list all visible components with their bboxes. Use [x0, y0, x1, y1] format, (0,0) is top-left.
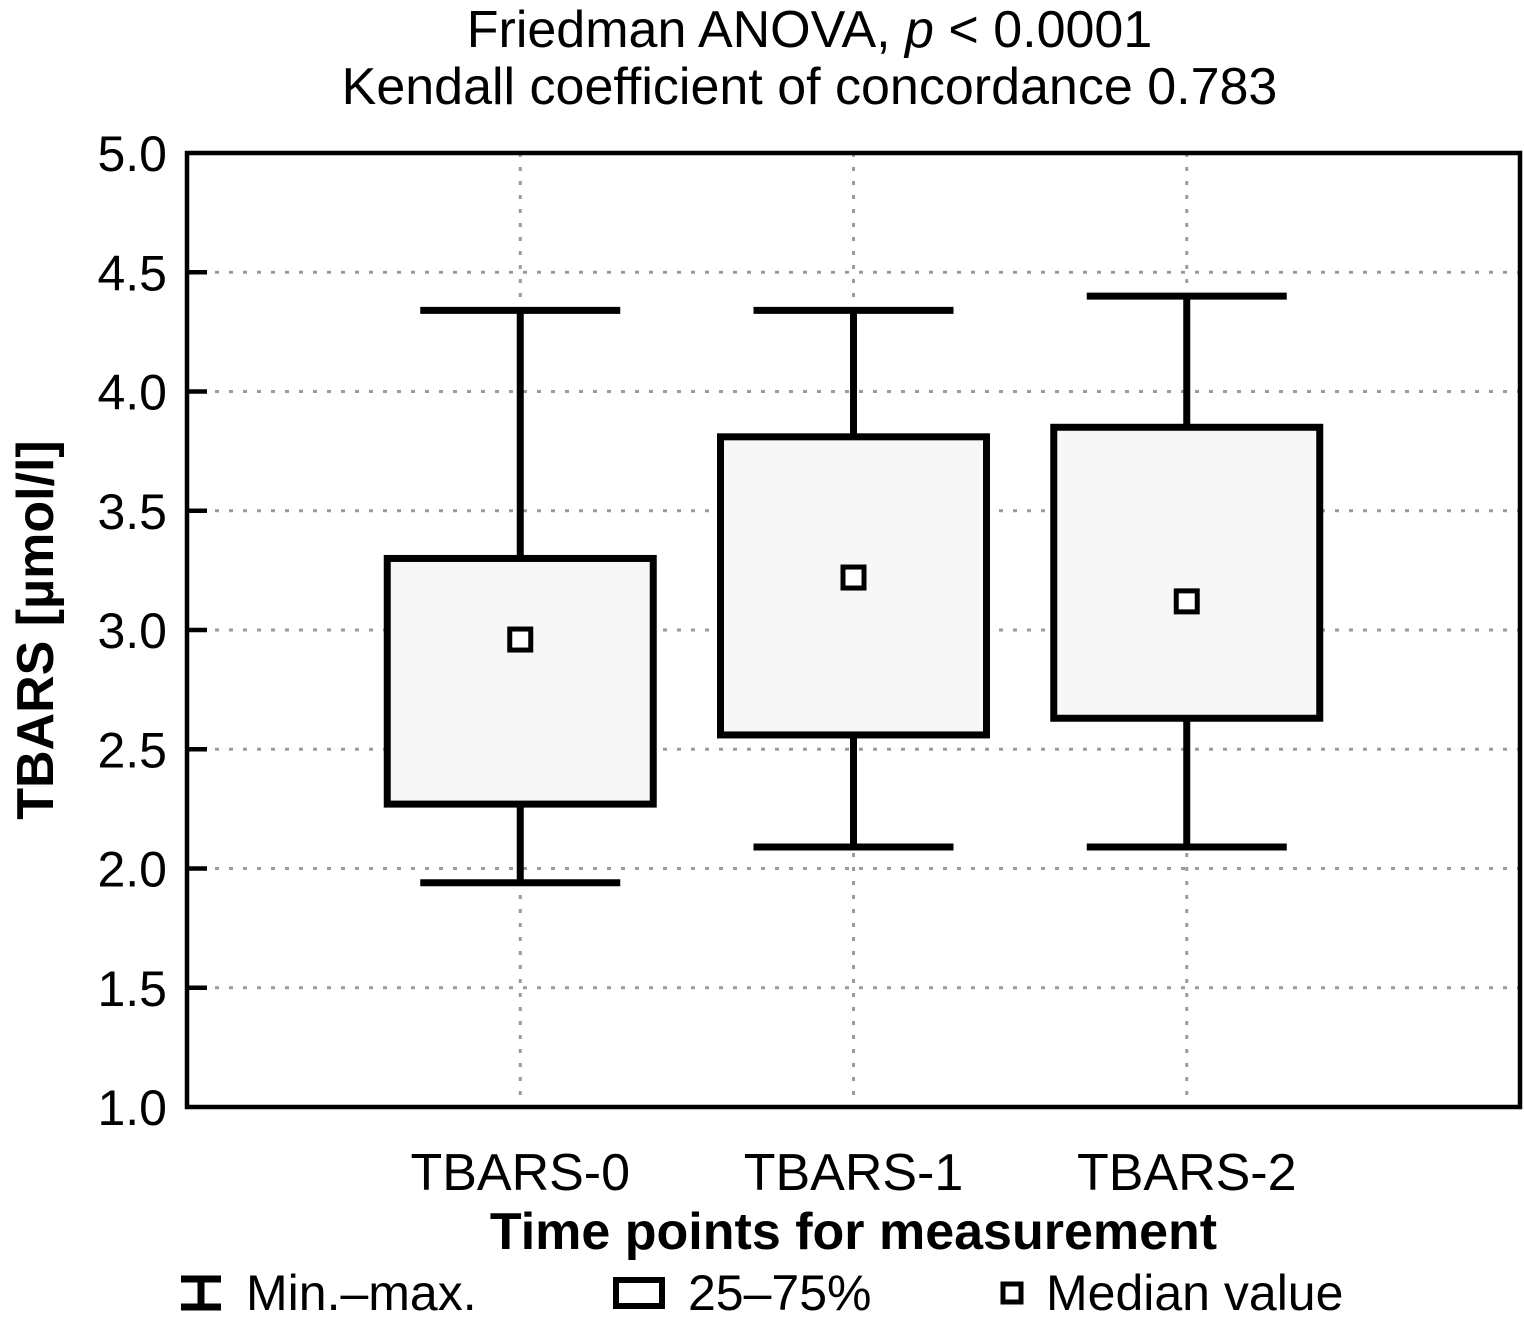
- title-p-symbol: p: [905, 1, 934, 59]
- y-tick-label: 5.0: [97, 126, 167, 182]
- y-tick-label: 4.0: [97, 365, 167, 421]
- median-marker: [1173, 588, 1200, 615]
- median-marker: [840, 564, 867, 591]
- y-tick-label: 3.5: [97, 484, 167, 540]
- iqr-box: [383, 554, 657, 808]
- legend-item-box: 25–75%: [612, 1262, 872, 1324]
- x-category-label: TBARS-0: [410, 1144, 630, 1202]
- minmax-whisker-icon: [181, 1275, 221, 1311]
- y-tick-label: 3.0: [97, 603, 167, 659]
- y-axis-title: TBARS [µmol/l]: [7, 440, 65, 820]
- median-marker: [507, 626, 534, 653]
- y-tick-label: 1.0: [97, 1080, 167, 1136]
- y-tick-label: 2.5: [97, 722, 167, 778]
- title-suffix: < 0.0001: [933, 1, 1153, 59]
- median-square-icon: [1000, 1281, 1024, 1305]
- chart-subtitle: Kendall coefficient of concordance 0.783: [341, 58, 1278, 116]
- y-tick-label: 4.5: [97, 245, 167, 301]
- legend-label-minmax: Min.–max.: [246, 1265, 477, 1321]
- y-tick-label: 1.5: [97, 961, 167, 1017]
- legend-item-median: Median value: [1000, 1262, 1343, 1324]
- legend-label-box: 25–75%: [688, 1265, 872, 1321]
- chart-title: Friedman ANOVA, p < 0.0001 Kendall coeff…: [95, 2, 1524, 116]
- legend-item-minmax: Min.–max.: [178, 1262, 477, 1324]
- x-category-label: TBARS-2: [1077, 1144, 1297, 1202]
- box-25-75-icon: [613, 1277, 665, 1309]
- legend-label-median: Median value: [1046, 1265, 1344, 1321]
- iqr-box: [1050, 423, 1324, 722]
- title-prefix: Friedman ANOVA,: [466, 1, 906, 59]
- chart-title-line1: Friedman ANOVA, p < 0.0001: [95, 2, 1524, 59]
- x-axis-title: Time points for measurement: [489, 1203, 1218, 1261]
- x-category-label: TBARS-1: [744, 1144, 964, 1202]
- y-tick-label: 2.0: [97, 842, 167, 898]
